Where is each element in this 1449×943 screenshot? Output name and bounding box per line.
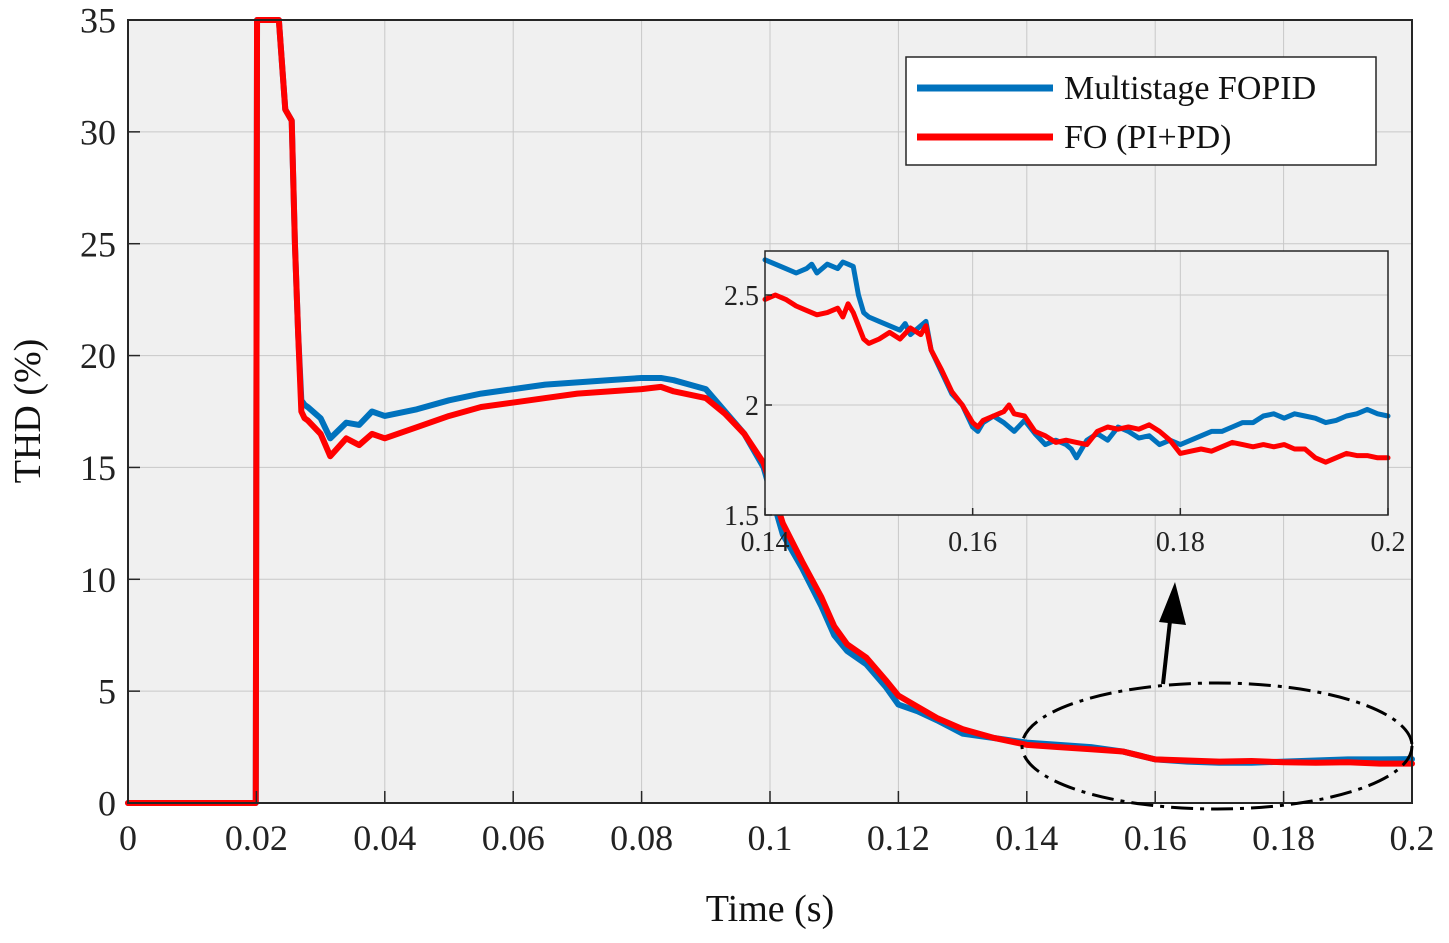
main-y-tick-label: 20 <box>80 336 116 376</box>
main-y-tick-label: 10 <box>80 560 116 600</box>
inset-y-tick-label: 2 <box>745 391 759 422</box>
main-y-tick-label: 35 <box>80 1 116 41</box>
inset-y-tick-label: 1.5 <box>724 501 759 532</box>
main-y-tick-label: 30 <box>80 112 116 152</box>
main-y-tick-label: 25 <box>80 224 116 264</box>
zoom-region-ellipse <box>1020 681 1414 811</box>
main-x-tick-label: 0 <box>119 818 137 858</box>
inset-series-group <box>762 257 1391 465</box>
main-series-group <box>125 17 1415 806</box>
inset-plot-frame <box>764 250 1389 516</box>
main-x-tick-label: 0.02 <box>225 818 288 858</box>
main-tick-labels: 0 0.02 0.04 0.06 0.08 0.1 0.12 0.14 0.16 0.18 0.20… <box>80 1 1435 858</box>
inset-x-tick-label: 0.16 <box>948 527 997 558</box>
inset-tick-labels: 0.14 0.16 0.18 0.2 1.5 2 2.5 <box>724 281 1406 558</box>
inset-y-tick-label: 2.5 <box>724 281 759 312</box>
main-x-tick-label: 0.14 <box>995 818 1058 858</box>
inset-series-multistage-fopid <box>762 257 1391 461</box>
legend-label-multistage-fopid: Multistage FOPID <box>1064 70 1316 107</box>
main-tick-marks <box>127 19 1413 804</box>
zoom-arrow-head <box>1159 582 1186 625</box>
main-x-tick-label: 0.16 <box>1124 818 1187 858</box>
y-axis-title: THD (%) <box>7 339 49 484</box>
zoom-arrow-shaft <box>1161 611 1173 685</box>
inset-x-tick-label: 0.18 <box>1156 527 1205 558</box>
main-x-tick-label: 0.1 <box>748 818 793 858</box>
legend: Multistage FOPID FO (PI+PD) <box>905 56 1377 166</box>
inset-tick-marks <box>764 294 1389 516</box>
main-y-tick-label: 5 <box>98 672 116 712</box>
legend-label-fo-pi-pd: FO (PI+PD) <box>1064 119 1231 156</box>
main-series-fo-pi-pd <box>125 17 1415 806</box>
inset-series-fo-pi-pd <box>762 292 1391 465</box>
main-y-tick-label: 0 <box>98 784 116 824</box>
main-y-tick-label: 15 <box>80 448 116 488</box>
main-x-tick-label: 0.2 <box>1390 818 1435 858</box>
inset-x-tick-label: 0.2 <box>1371 527 1406 558</box>
main-x-tick-label: 0.18 <box>1252 818 1315 858</box>
main-x-tick-label: 0.06 <box>482 818 545 858</box>
x-axis-title: Time (s) <box>706 888 834 930</box>
inset-x-tick-label: 0.14 <box>741 527 790 558</box>
main-x-tick-label: 0.08 <box>610 818 673 858</box>
legend-box <box>905 56 1377 166</box>
main-x-tick-label: 0.12 <box>867 818 930 858</box>
main-x-tick-label: 0.04 <box>353 818 416 858</box>
